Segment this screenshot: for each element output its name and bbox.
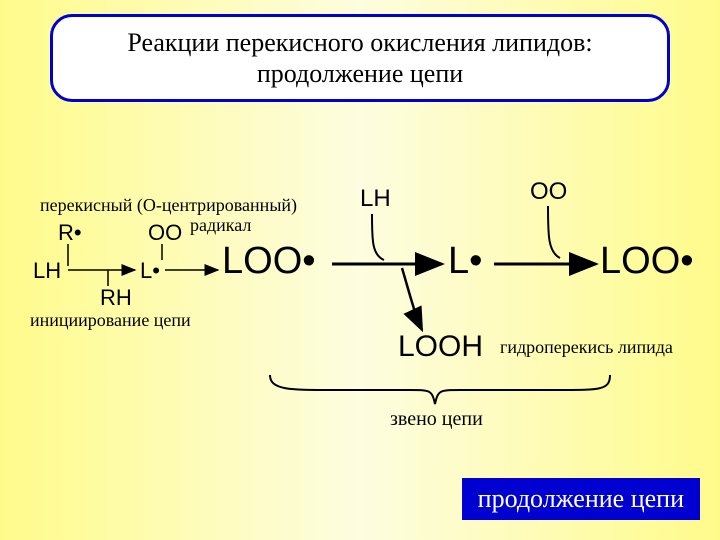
label-hydroperoxide: гидроперекись липида [500, 337, 673, 358]
species-oo-over: OO [530, 178, 567, 206]
species-lh-over: LH [360, 185, 391, 213]
species-l-radical-small: L• [140, 258, 160, 284]
continuation-text: продолжение цепи [478, 484, 684, 513]
title-line-1: Реакции перекисного окисления липидов: [73, 27, 647, 58]
species-lh-small: LH [33, 258, 61, 284]
species-looh: LOOH [398, 330, 483, 364]
continuation-box: продолжение цепи [462, 478, 700, 520]
label-peroxy-radical: перекисный (О-центрированный) [40, 195, 297, 216]
species-l-radical-big: L• [448, 240, 482, 283]
species-loo-left: LOO• [222, 240, 316, 283]
species-oo-small: OO [148, 220, 182, 246]
label-radical: радикал [190, 215, 251, 236]
title-line-2: продолжение цепи [73, 58, 647, 89]
species-rh: RH [100, 285, 132, 311]
species-r-radical: R• [58, 220, 82, 246]
title-box: Реакции перекисного окисления липидов: п… [50, 14, 670, 102]
label-initiation: инициирование цепи [30, 310, 191, 331]
species-loo-right: LOO• [600, 240, 694, 283]
label-chain-link: звено цепи [390, 408, 483, 431]
